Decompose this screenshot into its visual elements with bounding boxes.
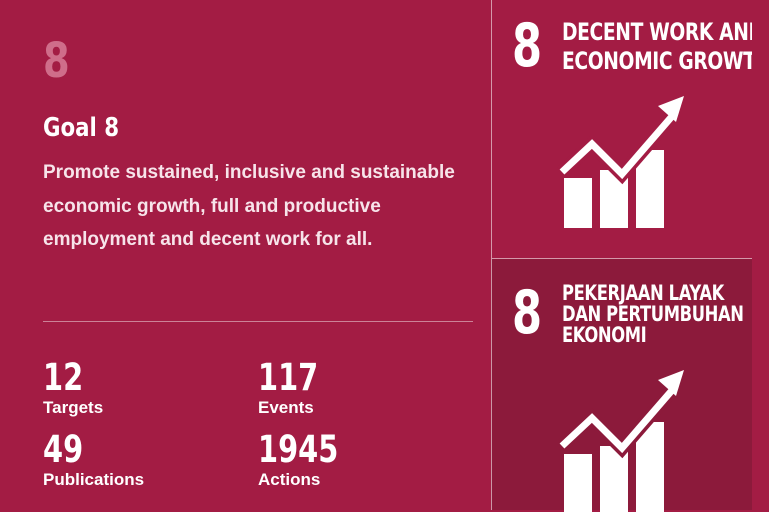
- goal-description: Promote sustained, inclusive and sustain…: [43, 162, 455, 250]
- divider: [43, 321, 473, 322]
- growth-chart-icon: [557, 370, 684, 512]
- stat-actions[interactable]: 1945 Actions: [258, 430, 361, 490]
- tile-title-line: DECENT WORK AND: [562, 18, 764, 46]
- sdg-tiles: 8 DECENT WORK AND ECONOMIC GROWTH 8 PEKE…: [491, 0, 769, 512]
- tile-number: 8: [512, 278, 543, 348]
- stat-value: 49: [43, 428, 84, 471]
- stat-label: Events: [258, 398, 314, 417]
- stat-label: Actions: [258, 470, 321, 489]
- right-edge: [752, 0, 769, 510]
- sdg-tile-english[interactable]: 8 DECENT WORK AND ECONOMIC GROWTH: [491, 0, 769, 259]
- tile-number: 8: [512, 11, 543, 81]
- goal-title: Goal 8: [43, 113, 120, 143]
- stat-targets[interactable]: 12 Targets: [43, 358, 103, 418]
- tile-title-line: EKONOMI: [562, 323, 647, 347]
- tile-title-line: DAN PERTUMBUHAN: [562, 302, 744, 326]
- stat-value: 117: [258, 356, 319, 399]
- tile-title-line: PEKERJAAN LAYAK: [562, 281, 724, 305]
- growth-chart-icon: [557, 96, 684, 228]
- goal-number: 8: [43, 33, 70, 89]
- stat-value: 12: [43, 356, 84, 399]
- stat-events[interactable]: 117 Events: [258, 358, 335, 418]
- sdg-tile-indonesian[interactable]: 8 PEKERJAAN LAYAK DAN PERTUMBUHAN EKONOM…: [491, 259, 753, 512]
- stat-label: Targets: [43, 398, 104, 417]
- stat-publications[interactable]: 49 Publications: [43, 430, 144, 490]
- tile-title-line: ECONOMIC GROWTH: [562, 47, 769, 75]
- tile-title: DECENT WORK AND ECONOMIC GROWTH: [562, 18, 769, 76]
- stat-label: Publications: [43, 470, 145, 489]
- goal-panel: 8 Goal 8 Promote sustained, inclusive an…: [43, 33, 473, 490]
- stat-value: 1945: [258, 428, 339, 471]
- tile-title: PEKERJAAN LAYAK DAN PERTUMBUHAN EKONOMI: [562, 281, 744, 347]
